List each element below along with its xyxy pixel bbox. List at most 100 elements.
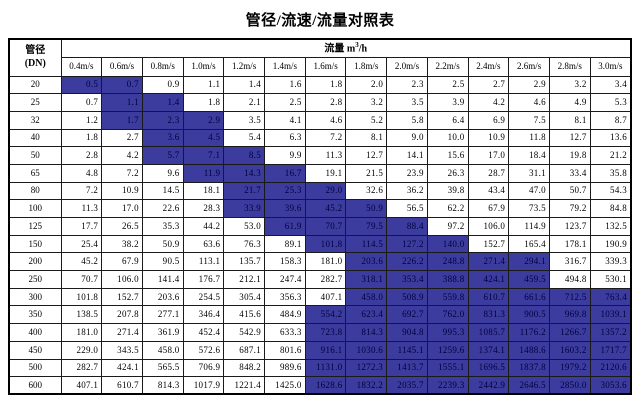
flow-value-cell: 76.3 (223, 234, 266, 254)
dn-cell: 200 (8, 252, 62, 272)
flow-value-cell: 4.8 (60, 163, 103, 183)
flow-value-cell: 1.1 (182, 75, 225, 95)
table-row: 20 0.5 0.7 0.9 1.1 1.4 1.6 1.8 2.0 2.3 2.5 2.7 2.9 3.… (8, 75, 632, 95)
flow-value-cell: 1.8 (304, 75, 347, 95)
flow-value-cell: 2.0 (345, 75, 388, 95)
dn-cell: 300 (8, 287, 62, 307)
flow-value-cell: 494.8 (548, 270, 591, 289)
flow-value-cell: 356.3 (264, 287, 306, 307)
flow-value-cell-highlighted: 900.5 (508, 305, 550, 325)
flow-value-cell: 113.1 (182, 252, 225, 272)
flow-value-cell: 26.3 (426, 163, 469, 183)
flow-value-cell: 50.7 (548, 181, 591, 201)
diameter-header-unit: (DN) (24, 57, 46, 69)
flow-value-cell: 23.9 (386, 163, 428, 183)
flow-value-cell: 17.7 (60, 217, 103, 236)
flow-value-cell: 1017.9 (182, 376, 225, 395)
flow-value-cell: 21.2 (589, 146, 632, 165)
flow-value-cell-highlighted: 21.7 (223, 181, 266, 201)
flow-value-cell: 4.9 (548, 93, 591, 112)
dn-cell: 600 (8, 376, 62, 395)
flow-value-cell: 135.7 (223, 252, 266, 272)
flow-value-cell: 8.1 (548, 110, 591, 130)
flow-value-cell-highlighted: 2.3 (141, 110, 184, 130)
flow-value-cell: 31.1 (508, 163, 550, 183)
flow-value-cell: 9.6 (141, 163, 184, 183)
flow-value-cell: 1.8 (182, 93, 225, 112)
flow-value-cell: 484.9 (264, 305, 306, 325)
flow-value-cell: 56.5 (386, 199, 428, 218)
flow-value-cell-highlighted: 8.5 (223, 146, 266, 165)
flow-value-cell-highlighted: 0.5 (60, 75, 103, 95)
flow-value-cell-highlighted: 1357.2 (589, 323, 632, 342)
flow-value-cell: 106.0 (467, 217, 510, 236)
flow-value-cell-highlighted: 1.4 (141, 93, 184, 112)
velocity-header-cell: 2.4m/s (467, 56, 510, 77)
flow-value-cell-highlighted: 1832.2 (345, 376, 388, 395)
table-row: 80 7.2 10.9 14.5 18.1 21.7 25.3 29.0 32.6 36.2 39.… (8, 181, 632, 201)
velocity-header-cell: 0.6m/s (101, 56, 143, 77)
flow-value-cell: 4.2 (467, 93, 510, 112)
flow-value-cell: 3.2 (345, 93, 388, 112)
flow-value-cell-highlighted: 39.6 (264, 199, 306, 218)
flow-value-cell: 1.8 (60, 128, 103, 148)
flow-value-cell: 229.0 (60, 340, 103, 360)
flow-value-cell: 18.1 (182, 181, 225, 201)
flow-value-cell-highlighted: 559.8 (426, 287, 469, 307)
velocity-header-cell: 3.0m/s (589, 56, 632, 77)
flow-value-cell: 565.5 (141, 358, 184, 378)
flow-value-cell: 2.5 (426, 75, 469, 95)
flow-value-cell: 62.2 (426, 199, 469, 218)
flow-value-cell: 458.0 (141, 340, 184, 360)
velocity-header-row: 0.4m/s 0.6m/s 0.8m/s 1.0m/s 1.2m/s 1.4m/s 1.6m… (9, 56, 632, 77)
table-row: 450 229.0 343.5 458.0 572.6 687.1 801.6 916.1 10… (8, 340, 632, 360)
flow-value-cell: 7.2 (304, 128, 347, 148)
flow-value-cell-highlighted: 723.8 (304, 323, 347, 342)
flow-value-cell-highlighted: 1.7 (101, 110, 143, 130)
table-row: 350 138.5 207.8 277.1 346.4 415.6 484.9 554.2 62… (8, 305, 632, 325)
flow-value-cell-highlighted: 50.9 (345, 199, 388, 218)
velocity-header-cell: 1.0m/s (182, 56, 225, 77)
flow-value-cell-highlighted: 1131.0 (304, 358, 347, 378)
flow-value-cell: 28.3 (182, 199, 225, 218)
flow-value-cell: 12.7 (345, 146, 388, 165)
flow-value-cell: 45.2 (60, 252, 103, 272)
flow-value-cell-highlighted: 11.9 (182, 163, 225, 183)
flow-value-cell: 14.5 (141, 181, 184, 201)
table-row: 40 1.8 2.7 3.6 4.5 5.4 6.3 7.2 8.1 9.0 10.0 10.9 11.… (8, 128, 632, 148)
table-row: 400 181.0 271.4 361.9 452.4 542.9 633.3 723.8 81… (8, 323, 632, 342)
flow-value-cell: 0.9 (141, 75, 184, 95)
flow-value-cell: 2.9 (508, 75, 550, 95)
flow-value-cell-highlighted: 1696.5 (467, 358, 510, 378)
flow-value-cell-highlighted: 2646.5 (508, 376, 550, 395)
flow-value-cell-highlighted: 5.7 (141, 146, 184, 165)
flow-value-cell: 0.7 (60, 93, 103, 112)
flow-value-cell-highlighted: 114.5 (345, 234, 388, 254)
flow-value-cell-highlighted: 248.8 (426, 252, 469, 272)
dn-cell: 100 (8, 199, 62, 218)
flow-value-cell: 212.1 (223, 270, 266, 289)
dn-cell: 250 (8, 270, 62, 289)
dn-cell: 80 (8, 181, 62, 201)
flow-value-cell: 63.6 (182, 234, 225, 254)
flow-value-cell-highlighted: 1085.7 (467, 323, 510, 342)
flow-value-cell: 271.4 (101, 323, 143, 342)
flow-value-cell: 11.8 (508, 128, 550, 148)
flow-value-cell: 165.4 (508, 234, 550, 254)
table-row: 32 1.2 1.7 2.3 2.9 3.5 4.1 4.6 5.2 5.8 6.4 6.9 7.5 8.… (8, 110, 632, 130)
flow-value-cell: 3.5 (386, 93, 428, 112)
flow-value-cell: 801.6 (264, 340, 306, 360)
flow-value-cell: 13.6 (589, 128, 632, 148)
flow-value-cell-highlighted: 458.0 (345, 287, 388, 307)
flow-value-cell: 123.7 (548, 217, 591, 236)
flow-value-cell: 3.4 (589, 75, 632, 95)
flow-value-cell: 282.7 (304, 270, 347, 289)
table-row: 150 25.4 38.2 50.9 63.6 76.3 89.1 101.8 114.5 127… (8, 234, 632, 254)
table-row: 600 407.1 610.7 814.3 1017.9 1221.4 1425.0 1628… (8, 376, 632, 395)
flow-value-cell-highlighted: 1030.6 (345, 340, 388, 360)
flow-value-cell: 814.3 (141, 376, 184, 395)
flow-value-cell: 4.6 (508, 93, 550, 112)
flow-value-cell: 424.1 (101, 358, 143, 378)
flow-value-cell: 101.8 (60, 287, 103, 307)
flow-value-cell-highlighted: 661.6 (508, 287, 550, 307)
